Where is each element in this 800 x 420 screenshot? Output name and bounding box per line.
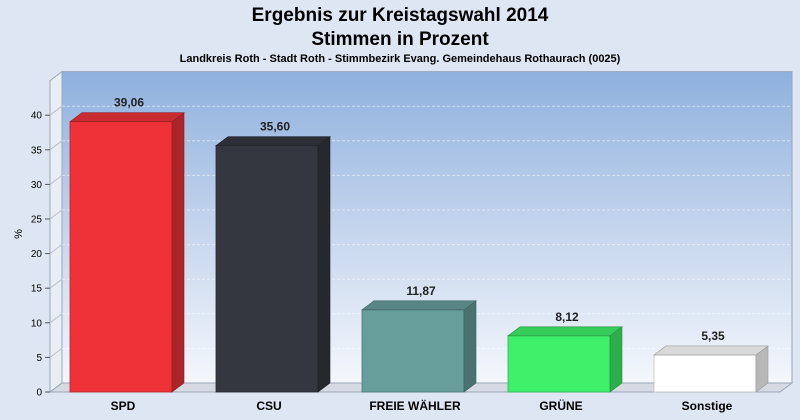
gridline-side: [49, 278, 63, 289]
gridline-side: [49, 105, 63, 116]
y-tick-label: 5: [36, 353, 42, 364]
bar: [507, 335, 611, 393]
y-tick-label: 25: [31, 215, 43, 226]
y-tick-label: 30: [31, 180, 43, 191]
gridline-side: [49, 313, 63, 324]
bar-value-label: 39,06: [114, 96, 144, 110]
bar-top: [215, 136, 331, 146]
y-axis-label: %: [13, 229, 25, 239]
bar-value-label: 5,35: [701, 329, 725, 343]
bar: [215, 145, 319, 393]
y-tick-label: 40: [31, 111, 43, 122]
gridline-side: [49, 140, 63, 151]
x-category-label: CSU: [256, 399, 281, 413]
gridline-side: [49, 347, 63, 358]
bar-side: [317, 136, 331, 393]
bar-top: [69, 112, 185, 123]
x-category-label: SPD: [111, 399, 136, 413]
chart-region-caption: Landkreis Roth - Stadt Roth - Stimmbezir…: [179, 53, 621, 65]
gridline-side: [49, 209, 63, 220]
bar: [69, 121, 173, 393]
bar-top: [653, 345, 769, 356]
bar: [653, 354, 757, 393]
bar: [361, 309, 465, 393]
bar-side: [463, 300, 477, 393]
x-category-label: GRÜNE: [539, 398, 582, 413]
bar-side: [609, 326, 623, 393]
y-tick-label: 20: [31, 249, 43, 260]
bar-value-label: 8,12: [555, 310, 579, 324]
x-category-label: Sonstige: [682, 399, 733, 413]
gridline-side: [49, 174, 63, 185]
y-tick-label: 10: [31, 318, 43, 329]
bar-side: [171, 112, 185, 393]
y-tick-label: 0: [36, 388, 42, 399]
gridline-side: [49, 244, 63, 255]
chart-subtitle: Stimmen in Prozent: [311, 29, 489, 50]
x-category-label: FREIE WÄHLER: [369, 398, 461, 413]
bar-value-label: 11,87: [406, 284, 436, 298]
y-tick-label: 35: [31, 145, 43, 156]
bar-top: [507, 326, 623, 337]
bar-top: [361, 300, 477, 311]
bar-value-label: 35,60: [260, 120, 290, 134]
y-tick-label: 15: [31, 284, 43, 295]
plot-side-wall: [49, 70, 63, 393]
chart-title: Ergebnis zur Kreistagswahl 2014: [251, 5, 549, 26]
